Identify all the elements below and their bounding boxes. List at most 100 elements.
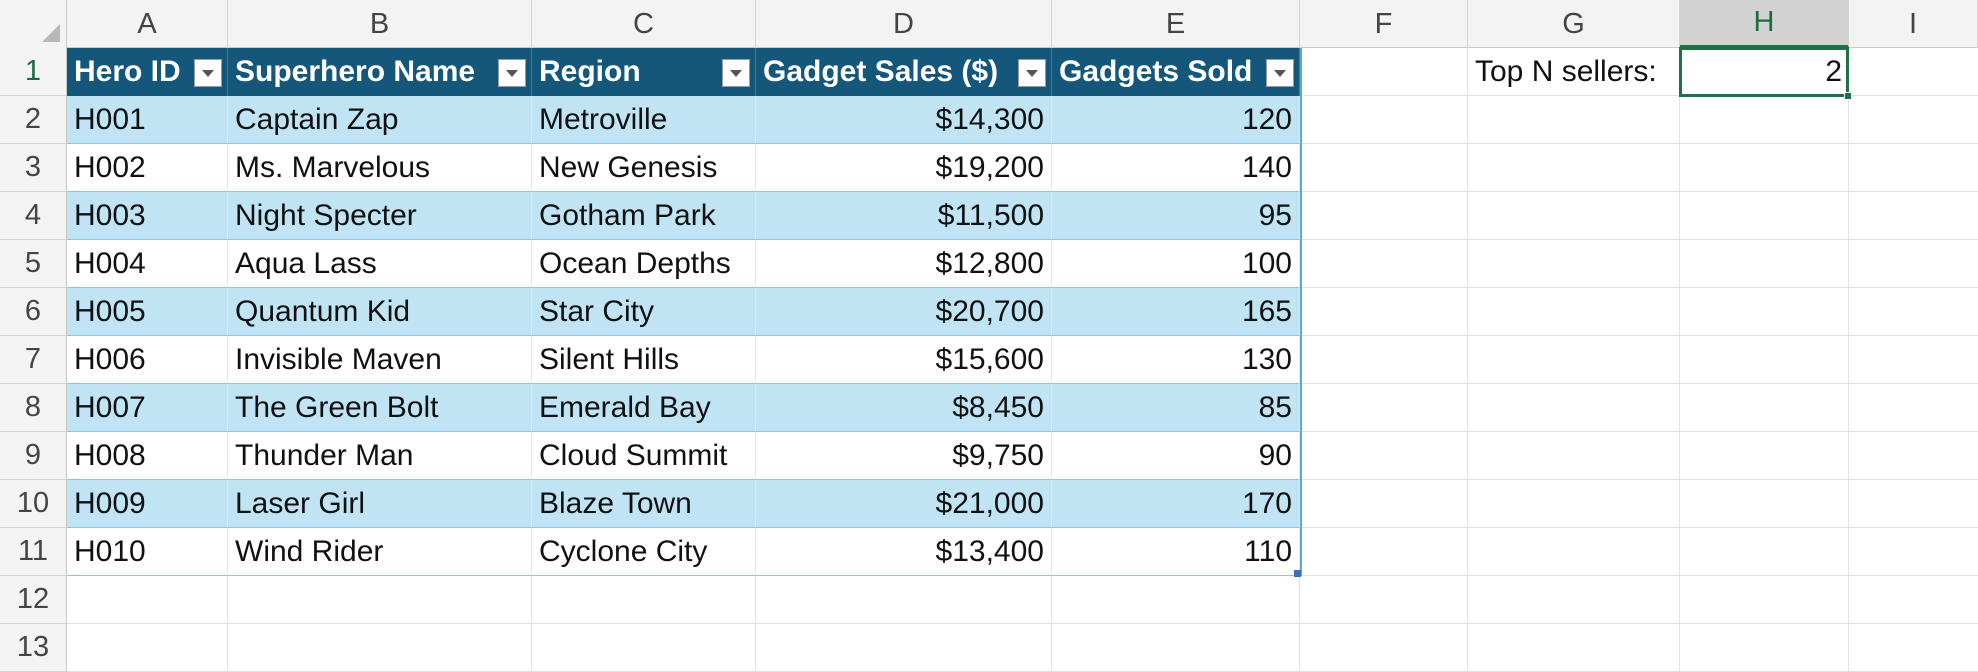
table-header-cell[interactable]: Region xyxy=(532,48,756,96)
chevron-down-icon xyxy=(202,69,214,77)
table-cell[interactable]: Laser Girl xyxy=(228,480,532,528)
chevron-down-icon xyxy=(506,69,518,77)
table-cell[interactable]: Silent Hills xyxy=(532,336,756,384)
row-header-13[interactable]: 13 xyxy=(0,624,67,672)
table-cell[interactable]: 120 xyxy=(1052,96,1300,144)
table-header-label: Superhero Name xyxy=(235,55,476,88)
column-header-f[interactable]: F xyxy=(1300,0,1468,48)
column-header-b[interactable]: B xyxy=(228,0,532,48)
table-cell[interactable]: H004 xyxy=(67,240,228,288)
gridline-vertical xyxy=(1679,48,1680,672)
row-header-9[interactable]: 9 xyxy=(0,432,67,480)
row-header-11[interactable]: 11 xyxy=(0,528,67,576)
column-header-h[interactable]: H xyxy=(1680,0,1849,48)
column-header-g[interactable]: G xyxy=(1468,0,1680,48)
top-n-label: Top N sellers: xyxy=(1475,55,1657,88)
table-cell[interactable]: 130 xyxy=(1052,336,1300,384)
row-header-12[interactable]: 12 xyxy=(0,576,67,624)
table-cell[interactable]: H006 xyxy=(67,336,228,384)
table-header-label: Gadget Sales ($) xyxy=(763,55,999,88)
table-cell[interactable]: 90 xyxy=(1052,432,1300,480)
gridline-vertical xyxy=(1467,48,1468,672)
table-cell[interactable]: Emerald Bay xyxy=(532,384,756,432)
table-cell[interactable]: 95 xyxy=(1052,192,1300,240)
table-cell[interactable]: H007 xyxy=(67,384,228,432)
table-header-cell[interactable]: Hero ID xyxy=(67,48,228,96)
table-cell[interactable]: $9,750 xyxy=(756,432,1052,480)
chevron-down-icon xyxy=(1026,69,1038,77)
table-header-label: Gadgets Sold xyxy=(1059,55,1253,88)
table-cell[interactable]: 85 xyxy=(1052,384,1300,432)
chevron-down-icon xyxy=(1274,69,1286,77)
table-header-cell[interactable]: Gadgets Sold xyxy=(1052,48,1300,96)
filter-dropdown-button[interactable] xyxy=(194,59,222,87)
table-cell[interactable]: Captain Zap xyxy=(228,96,532,144)
table-cell[interactable]: $8,450 xyxy=(756,384,1052,432)
table-cell[interactable]: Quantum Kid xyxy=(228,288,532,336)
select-all-button[interactable] xyxy=(0,0,67,48)
table-cell[interactable]: $21,000 xyxy=(756,480,1052,528)
table-cell[interactable]: H009 xyxy=(67,480,228,528)
row-header-7[interactable]: 7 xyxy=(0,336,67,384)
table-cell[interactable]: Star City xyxy=(532,288,756,336)
row-header-6[interactable]: 6 xyxy=(0,288,67,336)
row-header-8[interactable]: 8 xyxy=(0,384,67,432)
table-header-label: Hero ID xyxy=(74,55,181,88)
row-header-1[interactable]: 1 xyxy=(0,48,67,96)
table-cell[interactable]: H005 xyxy=(67,288,228,336)
row-header-5[interactable]: 5 xyxy=(0,240,67,288)
table-cell[interactable]: $14,300 xyxy=(756,96,1052,144)
row-header-2[interactable]: 2 xyxy=(0,96,67,144)
filter-dropdown-button[interactable] xyxy=(722,59,750,87)
column-header-e[interactable]: E xyxy=(1052,0,1300,48)
table-cell[interactable]: 140 xyxy=(1052,144,1300,192)
table-cell[interactable]: Aqua Lass xyxy=(228,240,532,288)
table-cell[interactable]: The Green Bolt xyxy=(228,384,532,432)
column-header-c[interactable]: C xyxy=(532,0,756,48)
table-cell[interactable]: 170 xyxy=(1052,480,1300,528)
table-cell[interactable]: $12,800 xyxy=(756,240,1052,288)
table-border xyxy=(1300,48,1302,576)
table-cell[interactable]: H010 xyxy=(67,528,228,576)
table-cell[interactable]: Ocean Depths xyxy=(532,240,756,288)
chevron-down-icon xyxy=(730,69,742,77)
filter-dropdown-button[interactable] xyxy=(1266,59,1294,87)
fill-handle[interactable] xyxy=(1844,92,1852,100)
table-cell[interactable]: $15,600 xyxy=(756,336,1052,384)
table-cell[interactable]: Gotham Park xyxy=(532,192,756,240)
top-n-value-cell[interactable]: 2 xyxy=(1825,55,1842,88)
table-cell[interactable]: Cloud Summit xyxy=(532,432,756,480)
table-cell[interactable]: New Genesis xyxy=(532,144,756,192)
filter-dropdown-button[interactable] xyxy=(498,59,526,87)
table-cell[interactable]: Wind Rider xyxy=(228,528,532,576)
table-cell[interactable]: 100 xyxy=(1052,240,1300,288)
table-cell[interactable]: $11,500 xyxy=(756,192,1052,240)
table-resize-handle[interactable] xyxy=(1294,570,1301,577)
table-cell[interactable]: Night Specter xyxy=(228,192,532,240)
table-cell[interactable]: Ms. Marvelous xyxy=(228,144,532,192)
table-cell[interactable]: $13,400 xyxy=(756,528,1052,576)
row-header-10[interactable]: 10 xyxy=(0,480,67,528)
row-header-3[interactable]: 3 xyxy=(0,144,67,192)
table-cell[interactable]: H003 xyxy=(67,192,228,240)
table-cell[interactable]: H008 xyxy=(67,432,228,480)
table-cell[interactable]: Blaze Town xyxy=(532,480,756,528)
filter-dropdown-button[interactable] xyxy=(1018,59,1046,87)
table-cell[interactable]: H002 xyxy=(67,144,228,192)
table-cell[interactable]: H001 xyxy=(67,96,228,144)
active-cell-selection[interactable] xyxy=(1679,47,1849,97)
table-cell[interactable]: Metroville xyxy=(532,96,756,144)
table-cell[interactable]: $20,700 xyxy=(756,288,1052,336)
table-cell[interactable]: Cyclone City xyxy=(532,528,756,576)
column-header-i[interactable]: I xyxy=(1849,0,1978,48)
table-cell[interactable]: Invisible Maven xyxy=(228,336,532,384)
table-header-cell[interactable]: Superhero Name xyxy=(228,48,532,96)
table-cell[interactable]: $19,200 xyxy=(756,144,1052,192)
table-header-cell[interactable]: Gadget Sales ($) xyxy=(756,48,1052,96)
table-cell[interactable]: Thunder Man xyxy=(228,432,532,480)
row-header-4[interactable]: 4 xyxy=(0,192,67,240)
column-header-a[interactable]: A xyxy=(67,0,228,48)
table-cell[interactable]: 110 xyxy=(1052,528,1300,576)
column-header-d[interactable]: D xyxy=(756,0,1052,48)
table-cell[interactable]: 165 xyxy=(1052,288,1300,336)
